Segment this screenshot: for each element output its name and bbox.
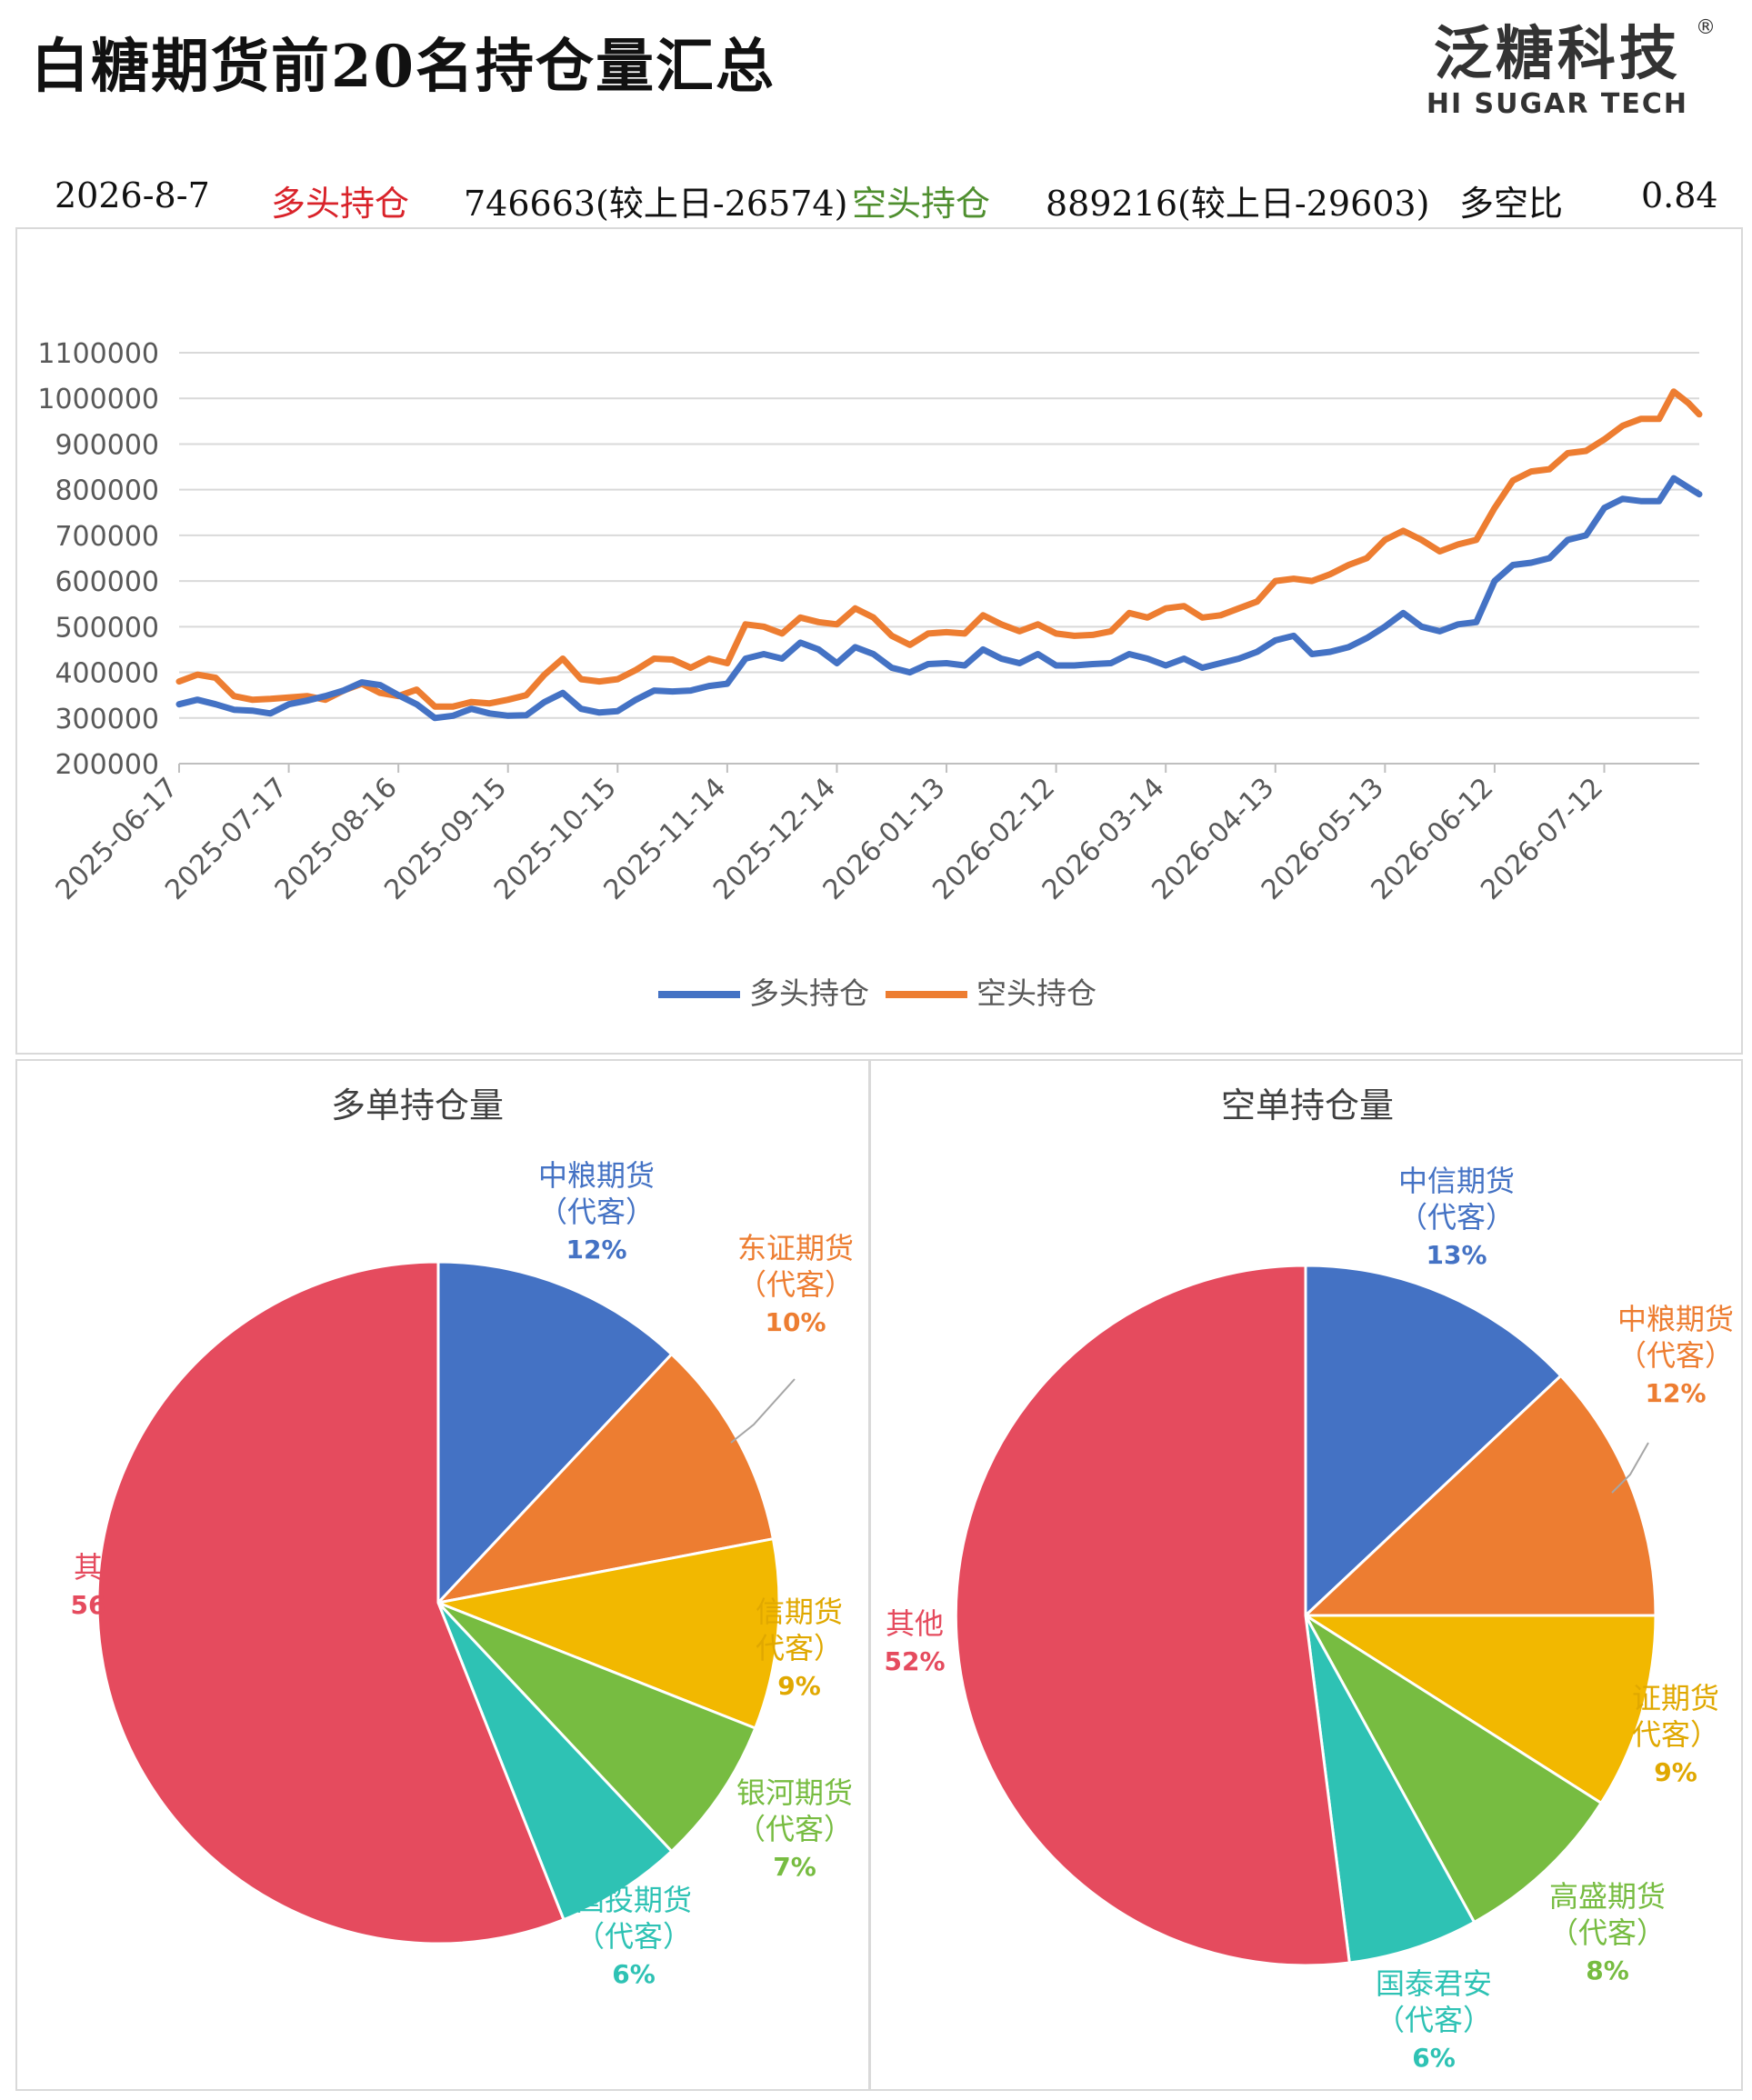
slice-label: （代客） bbox=[1617, 1338, 1734, 1373]
slice-percent-label: 10% bbox=[765, 1307, 826, 1337]
slice-label: 其他 bbox=[886, 1606, 944, 1641]
series-line-short bbox=[175, 388, 1703, 710]
short-position-label: 空头持仓 bbox=[852, 184, 991, 224]
logo-english-text: HI SUGAR TECH bbox=[1426, 88, 1688, 120]
slice-percent-label: 8% bbox=[1586, 1955, 1629, 1985]
slice-label: 中粮期货 bbox=[1617, 1302, 1734, 1336]
logo-chinese-text: 泛糖科技 bbox=[1433, 21, 1681, 88]
short-position-pie-chart: 空单持仓量中信期货（代客）13%中粮期货（代客）12%证期货代客）9%高盛期货（… bbox=[884, 1085, 1734, 2073]
slice-percent-label: 13% bbox=[1426, 1240, 1487, 1270]
pie-slice bbox=[1304, 1615, 1477, 1965]
y-tick-label: 700000 bbox=[55, 521, 159, 553]
slice-label: 中信期货 bbox=[1398, 1164, 1515, 1198]
pie-slice bbox=[1304, 1264, 1563, 1619]
y-tick-label: 800000 bbox=[55, 475, 159, 507]
slice-percent-label: 6% bbox=[1412, 2043, 1456, 2073]
slice-label: （代客） bbox=[576, 1919, 692, 1954]
slice-label: 信期货 bbox=[756, 1595, 843, 1629]
summary-date: 2026-8-7 bbox=[55, 175, 210, 215]
summary-row: 2026-8-7 多头持仓 746663(较上日-26574) 空头持仓 889… bbox=[55, 175, 1718, 230]
slice-percent-label: 9% bbox=[777, 1671, 821, 1701]
brand-logo: 泛糖科技 HI SUGAR TECH ® bbox=[1426, 16, 1716, 120]
slice-label: （代客） bbox=[736, 1812, 853, 1846]
legend-label: 空头持仓 bbox=[976, 975, 1096, 1011]
slice-label: （代客） bbox=[1549, 1915, 1666, 1950]
pie-slice bbox=[1302, 1374, 1657, 1617]
pie-title: 多单持仓量 bbox=[331, 1085, 504, 1125]
pie-slice bbox=[1300, 1614, 1657, 1805]
pie-title: 空单持仓量 bbox=[1221, 1085, 1394, 1125]
slice-label: 中粮期货 bbox=[538, 1158, 655, 1193]
y-tick-label: 900000 bbox=[55, 429, 159, 461]
slice-label: 代客） bbox=[756, 1631, 843, 1665]
long-pie-panel: 多单持仓量 中粮期货 （代客） 12% 东证期货 （代客） 10% 信期货 代客） 9% 银河期货（… bbox=[15, 1059, 870, 2091]
pie-slice bbox=[95, 1260, 566, 1945]
y-tick-label: 600000 bbox=[55, 566, 159, 598]
slice-label: 代客） bbox=[1632, 1717, 1719, 1752]
y-tick-label: 500000 bbox=[55, 612, 159, 644]
slice-label: 其 bbox=[74, 1550, 103, 1585]
slice-label: 国泰君安 bbox=[1376, 1966, 1492, 2001]
y-tick-label: 400000 bbox=[55, 658, 159, 690]
y-tick-label: 200000 bbox=[55, 749, 159, 781]
slice-label: 银河期货 bbox=[736, 1775, 853, 1810]
registered-mark: ® bbox=[1696, 16, 1716, 39]
line-chart-panel: 200000 300000 400000 500000 600000 700000 8000… bbox=[15, 227, 1743, 1055]
short-pie-panel: 空单持仓量 中信期货 （代客） 13% 中粮期货 （代客） 12% 证期货 代客） 9% 高盛期货（… bbox=[869, 1059, 1743, 2091]
slice-percent-label: 7% bbox=[773, 1852, 816, 1882]
label-leader-line bbox=[1611, 1442, 1649, 1494]
pie-slice bbox=[954, 1264, 1351, 1967]
slice-percent-label: 12% bbox=[566, 1235, 626, 1265]
y-tick-label: 1100000 bbox=[37, 338, 159, 370]
slice-percent-label: 56 bbox=[71, 1590, 106, 1620]
slice-label: （代客） bbox=[1376, 2003, 1492, 2037]
page-title: 白糖期货前20名持仓量汇总 bbox=[31, 33, 776, 101]
slice-percent-label: 12% bbox=[1645, 1378, 1706, 1408]
slice-label: （代客） bbox=[538, 1195, 655, 1229]
pie-slice bbox=[436, 1601, 674, 1922]
legend-label: 多头持仓 bbox=[749, 975, 869, 1011]
slice-label: 证期货 bbox=[1632, 1681, 1719, 1715]
slice-percent-label: 6% bbox=[612, 1959, 656, 1989]
long-short-ratio-value: 0.84 bbox=[1641, 175, 1718, 215]
label-leader-line bbox=[730, 1378, 796, 1444]
slice-label: （代客） bbox=[737, 1267, 854, 1302]
pie-slice bbox=[433, 1536, 781, 1730]
slice-percent-label: 52% bbox=[884, 1646, 945, 1676]
pie-slice bbox=[1304, 1614, 1604, 1925]
slice-label: 国投期货 bbox=[576, 1883, 692, 1917]
y-tick-label: 300000 bbox=[55, 704, 159, 735]
slice-label: （代客） bbox=[1398, 1200, 1515, 1235]
slice-percent-label: 9% bbox=[1654, 1757, 1697, 1787]
long-short-ratio-label: 多空比 bbox=[1459, 184, 1564, 224]
slice-label: 东证期货 bbox=[737, 1231, 854, 1265]
long-position-value: 746663(较上日-26574) bbox=[464, 184, 848, 224]
slice-label: 高盛期货 bbox=[1549, 1879, 1666, 1914]
y-tick-label: 1000000 bbox=[37, 384, 159, 415]
long-position-label: 多头持仓 bbox=[271, 184, 410, 224]
position-line-chart: 200000 300000 400000 500000 600000 700000 8000… bbox=[37, 338, 1703, 1011]
pie-slice bbox=[436, 1260, 674, 1606]
short-position-value: 889216(较上日-29603) bbox=[1046, 184, 1430, 224]
pie-slice bbox=[436, 1601, 757, 1854]
series-line-long bbox=[175, 475, 1703, 722]
